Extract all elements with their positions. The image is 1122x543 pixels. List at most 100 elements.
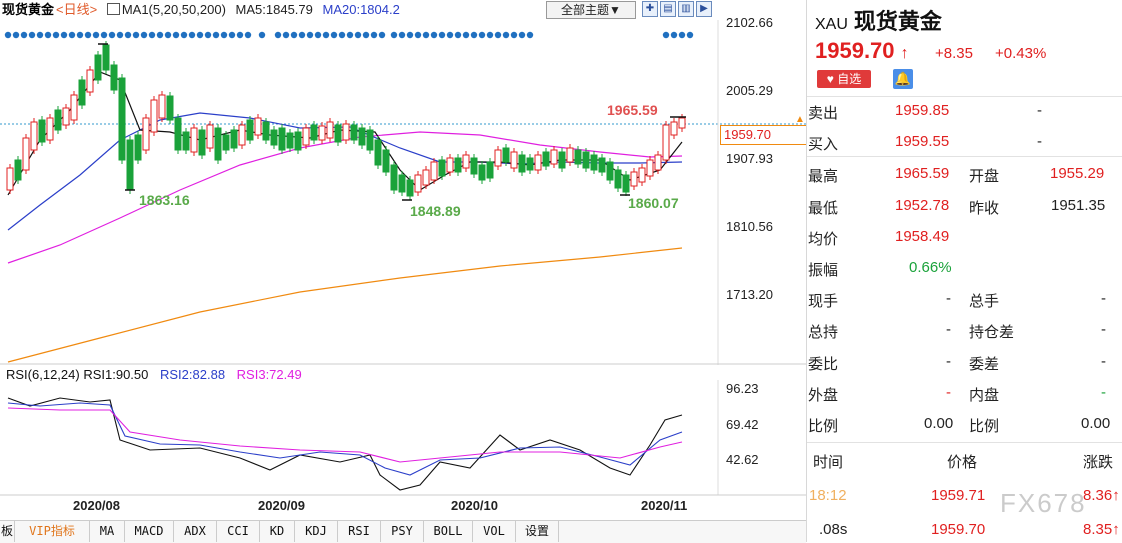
event-marker[interactable] — [306, 31, 314, 39]
event-marker[interactable] — [518, 31, 526, 39]
event-marker[interactable] — [346, 31, 354, 39]
tab-cci[interactable]: CCI — [217, 521, 260, 542]
event-marker[interactable] — [164, 31, 172, 39]
event-marker[interactable] — [362, 31, 370, 39]
event-marker[interactable] — [274, 31, 282, 39]
event-marker[interactable] — [44, 31, 52, 39]
event-marker[interactable] — [330, 31, 338, 39]
event-marker[interactable] — [454, 31, 462, 39]
tab-vip[interactable]: VIP指标 — [15, 521, 90, 542]
tab-kd[interactable]: KD — [260, 521, 295, 542]
event-marker[interactable] — [686, 31, 694, 39]
event-marker[interactable] — [390, 31, 398, 39]
event-marker[interactable] — [526, 31, 534, 39]
event-marker[interactable] — [258, 31, 266, 39]
event-marker[interactable] — [68, 31, 76, 39]
event-marker[interactable] — [20, 31, 28, 39]
event-marker[interactable] — [314, 31, 322, 39]
tab-vol[interactable]: VOL — [473, 521, 516, 542]
event-marker[interactable] — [430, 31, 438, 39]
event-marker[interactable] — [244, 31, 252, 39]
event-marker[interactable] — [228, 31, 236, 39]
alert-bell-icon[interactable]: 🔔 — [893, 69, 913, 89]
candlestick-chart[interactable] — [0, 0, 806, 520]
candle — [558, 151, 566, 169]
rsi-title[interactable]: RSI(6,12,24) — [6, 367, 80, 382]
tab-ma[interactable]: MA — [90, 521, 125, 542]
event-marker[interactable] — [670, 31, 678, 39]
event-marker[interactable] — [156, 31, 164, 39]
tab-boll[interactable]: BOLL — [424, 521, 473, 542]
tab-kdj[interactable]: KDJ — [295, 521, 338, 542]
event-marker[interactable] — [298, 31, 306, 39]
event-marker[interactable] — [370, 31, 378, 39]
tab-adx[interactable]: ADX — [174, 521, 217, 542]
event-marker[interactable] — [290, 31, 298, 39]
event-marker[interactable] — [116, 31, 124, 39]
event-marker[interactable] — [354, 31, 362, 39]
event-marker[interactable] — [180, 31, 188, 39]
event-marker[interactable] — [322, 31, 330, 39]
event-marker[interactable] — [60, 31, 68, 39]
next-icon[interactable]: ▶ — [696, 1, 712, 17]
tab-psy[interactable]: PSY — [381, 521, 424, 542]
event-marker[interactable] — [12, 31, 20, 39]
tab-macd[interactable]: MACD — [125, 521, 174, 542]
event-marker[interactable] — [462, 31, 470, 39]
event-marker[interactable] — [510, 31, 518, 39]
event-marker[interactable] — [124, 31, 132, 39]
event-marker[interactable] — [494, 31, 502, 39]
event-marker[interactable] — [132, 31, 140, 39]
event-marker[interactable] — [398, 31, 406, 39]
theme-dropdown[interactable]: 全部主题▼ — [546, 1, 636, 19]
bid-ratio-value: - — [946, 353, 951, 370]
event-marker[interactable] — [36, 31, 44, 39]
event-marker[interactable] — [84, 31, 92, 39]
event-marker[interactable] — [678, 31, 686, 39]
event-marker[interactable] — [662, 31, 670, 39]
event-marker[interactable] — [378, 31, 386, 39]
event-marker[interactable] — [236, 31, 244, 39]
tab-board[interactable]: 板 — [0, 521, 15, 542]
event-marker[interactable] — [92, 31, 100, 39]
event-marker[interactable] — [140, 31, 148, 39]
crosshair-icon[interactable]: ✚ — [642, 1, 658, 17]
period-selector[interactable]: <日线> — [56, 2, 98, 17]
event-marker[interactable] — [100, 31, 108, 39]
event-marker[interactable] — [478, 31, 486, 39]
tab-rsi[interactable]: RSI — [338, 521, 381, 542]
event-marker[interactable] — [486, 31, 494, 39]
event-marker[interactable] — [212, 31, 220, 39]
event-marker[interactable] — [188, 31, 196, 39]
event-marker[interactable] — [422, 31, 430, 39]
zoom-in-icon[interactable]: ▤ — [660, 1, 676, 17]
event-marker[interactable] — [502, 31, 510, 39]
event-marker[interactable] — [414, 31, 422, 39]
event-marker[interactable] — [52, 31, 60, 39]
event-marker[interactable] — [282, 31, 290, 39]
event-marker[interactable] — [204, 31, 212, 39]
candle — [278, 127, 286, 151]
event-marker[interactable] — [28, 31, 36, 39]
event-marker[interactable] — [406, 31, 414, 39]
event-marker[interactable] — [196, 31, 204, 39]
event-marker[interactable] — [148, 31, 156, 39]
add-watchlist-button[interactable]: ♥ 自选 — [817, 70, 871, 88]
chart-header: 现货黄金 <日线> MA1(5,20,50,200) MA5:1845.79 MA… — [0, 0, 806, 20]
event-marker[interactable] — [4, 31, 12, 39]
event-marker[interactable] — [438, 31, 446, 39]
event-marker[interactable] — [220, 31, 228, 39]
event-marker[interactable] — [172, 31, 180, 39]
event-marker[interactable] — [338, 31, 346, 39]
ma-indicator-label[interactable]: MA1(5,20,50,200) — [106, 0, 226, 20]
low-annotation: 1860.07 — [628, 195, 679, 211]
event-markers[interactable] — [4, 31, 694, 39]
tab-settings[interactable]: 设置 — [516, 521, 559, 542]
candle — [406, 179, 414, 197]
event-marker[interactable] — [108, 31, 116, 39]
ticks-head-change: 涨跌 — [1083, 454, 1114, 471]
event-marker[interactable] — [76, 31, 84, 39]
event-marker[interactable] — [446, 31, 454, 39]
zoom-out-icon[interactable]: ▥ — [678, 1, 694, 17]
event-marker[interactable] — [470, 31, 478, 39]
